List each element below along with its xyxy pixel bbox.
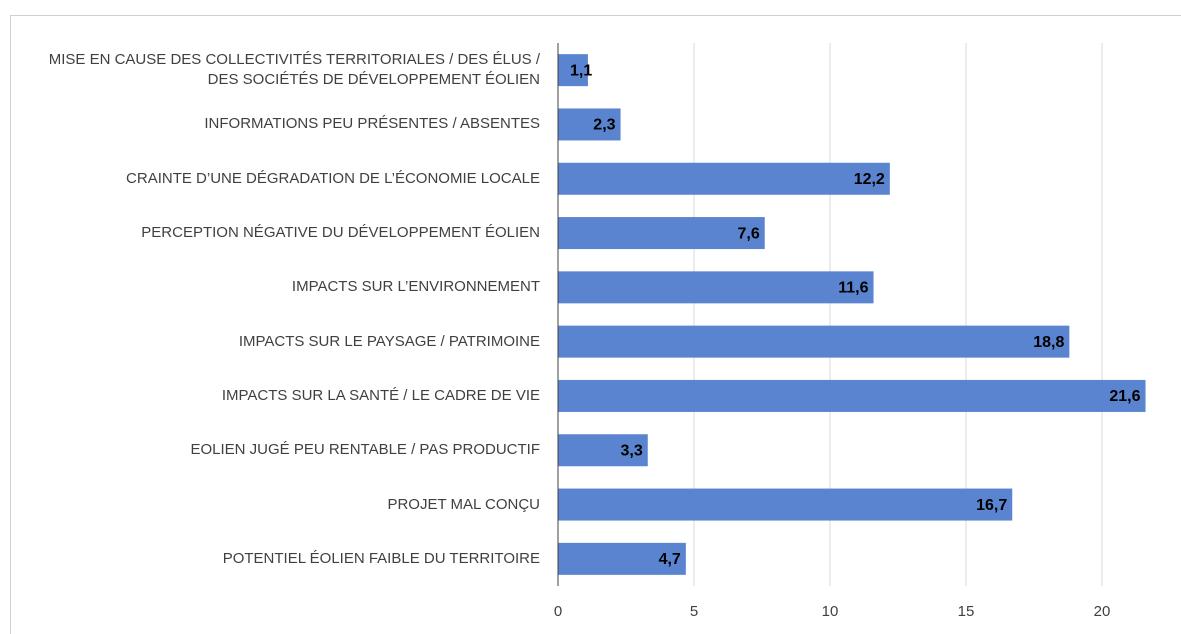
- frame: [10, 15, 1181, 634]
- y-tick-label: IMPACTS SUR LE PAYSAGE / PATRIMOINE: [238, 332, 540, 350]
- bar: [558, 162, 890, 195]
- data-label: 2,3: [593, 117, 615, 134]
- data-label: 18,8: [1033, 334, 1064, 351]
- y-tick-label: IMPACTS SUR LA SANTÉ / LE CADRE DE VIE: [221, 386, 540, 404]
- x-tick-label: 5: [690, 603, 698, 620]
- bar: [558, 434, 648, 467]
- y-tick-label: INFORMATIONS PEU PRÉSENTES / ABSENTES: [204, 115, 540, 133]
- bar: [558, 271, 874, 304]
- y-tick-label: POTENTIEL ÉOLIEN FAIBLE DU TERRITOIRE: [222, 549, 540, 567]
- x-tick-label: 15: [958, 603, 975, 620]
- bar: [558, 108, 621, 141]
- x-tick-label: 20: [1094, 603, 1111, 620]
- bar: [558, 379, 1146, 412]
- bar: [558, 217, 765, 250]
- bar: [558, 325, 1070, 358]
- data-label: 21,6: [1109, 388, 1140, 405]
- bar: [558, 54, 588, 87]
- x-tick-label: 0: [554, 603, 562, 620]
- y-tick-label: CRAINTE D’UNE DÉGRADATION DE L’ÉCONOMIE …: [126, 169, 540, 187]
- data-label: 1,1: [570, 62, 592, 79]
- data-label: 12,2: [854, 171, 885, 188]
- data-label: 3,3: [621, 442, 643, 459]
- y-tick-label: IMPACTS SUR L’ENVIRONNEMENT: [291, 278, 540, 296]
- data-label: 7,6: [737, 225, 759, 242]
- x-tick-label: 10: [822, 603, 839, 620]
- bar: [558, 488, 1013, 521]
- y-tick-label: PERCEPTION NÉGATIVE DU DÉVELOPPEMENT ÉOL…: [141, 224, 540, 242]
- bar: [558, 542, 686, 575]
- data-label: 11,6: [838, 280, 868, 297]
- y-tick-label: MISE EN CAUSE DES COLLECTIVITÉS TERRITOR…: [48, 51, 540, 89]
- y-tick-label: EOLIEN JUGÉ PEU RENTABLE / PAS PRODUCTIF: [190, 441, 540, 459]
- y-tick-label: PROJET MAL CONÇU: [387, 495, 540, 513]
- data-label: 4,7: [659, 551, 681, 568]
- data-label: 16,7: [976, 497, 1007, 514]
